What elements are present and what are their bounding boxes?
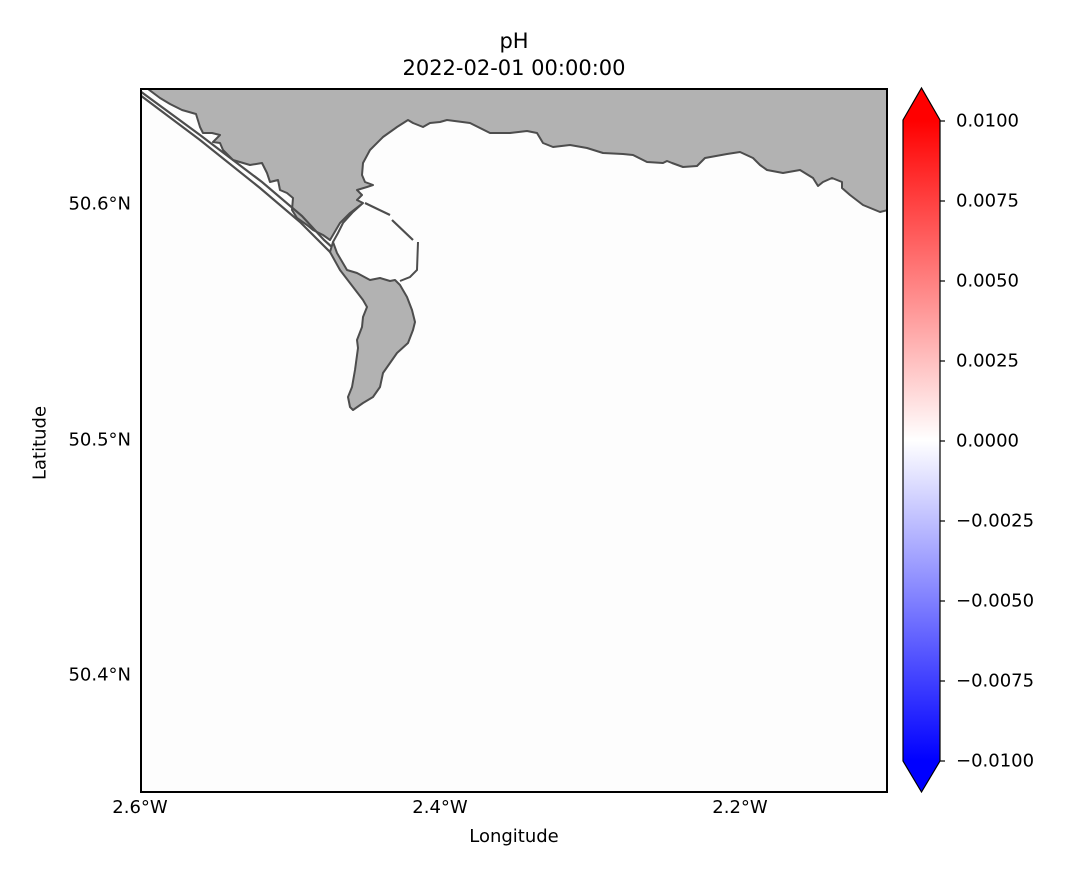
colorbar-extend-max-arrow <box>903 88 940 120</box>
lat-tick-label: 50.6°N <box>68 193 131 215</box>
colorbar-tick-label: −0.0075 <box>956 670 1035 692</box>
colorbar-ticks <box>940 120 945 762</box>
map-axes <box>140 88 888 793</box>
y-axis-label: Latitude <box>29 405 51 481</box>
colorbar <box>902 86 945 794</box>
lat-tick-label: 50.4°N <box>68 664 131 686</box>
lon-tick-label: 2.2°W <box>712 797 768 818</box>
figure-title: pH <box>499 29 529 53</box>
colorbar-tick-label: 0.0100 <box>956 110 1019 132</box>
colorbar-gradient <box>903 120 940 761</box>
lon-tick-label: 2.4°W <box>412 797 468 818</box>
colorbar-tick-label: 0.0025 <box>956 350 1019 372</box>
figure-subtitle: 2022-02-01 00:00:00 <box>402 56 626 80</box>
map-canvas <box>142 90 886 791</box>
land-mainland <box>147 90 886 241</box>
colorbar-tick-label: −0.0050 <box>956 590 1035 612</box>
x-axis-label: Longitude <box>469 826 559 847</box>
colorbar-tick-label: −0.0100 <box>956 750 1035 772</box>
harbour-east-shore <box>399 241 419 282</box>
breakwater-east <box>391 219 414 241</box>
lat-tick-label: 50.5°N <box>68 429 131 451</box>
lon-tick-label: 2.6°W <box>112 797 168 818</box>
colorbar-tick-label: 0.0000 <box>956 430 1019 452</box>
breakwater-north <box>364 202 391 216</box>
colorbar-tick-label: 0.0075 <box>956 190 1019 212</box>
colorbar-tick-label: −0.0025 <box>956 510 1035 532</box>
sea-field <box>142 90 886 791</box>
portland-harbour-edge <box>332 202 364 243</box>
land-portland <box>329 241 416 411</box>
chesil-beach-inner <box>142 91 334 249</box>
colorbar-extend-min-arrow <box>903 761 940 792</box>
colorbar-tick-label: 0.0050 <box>956 270 1019 292</box>
